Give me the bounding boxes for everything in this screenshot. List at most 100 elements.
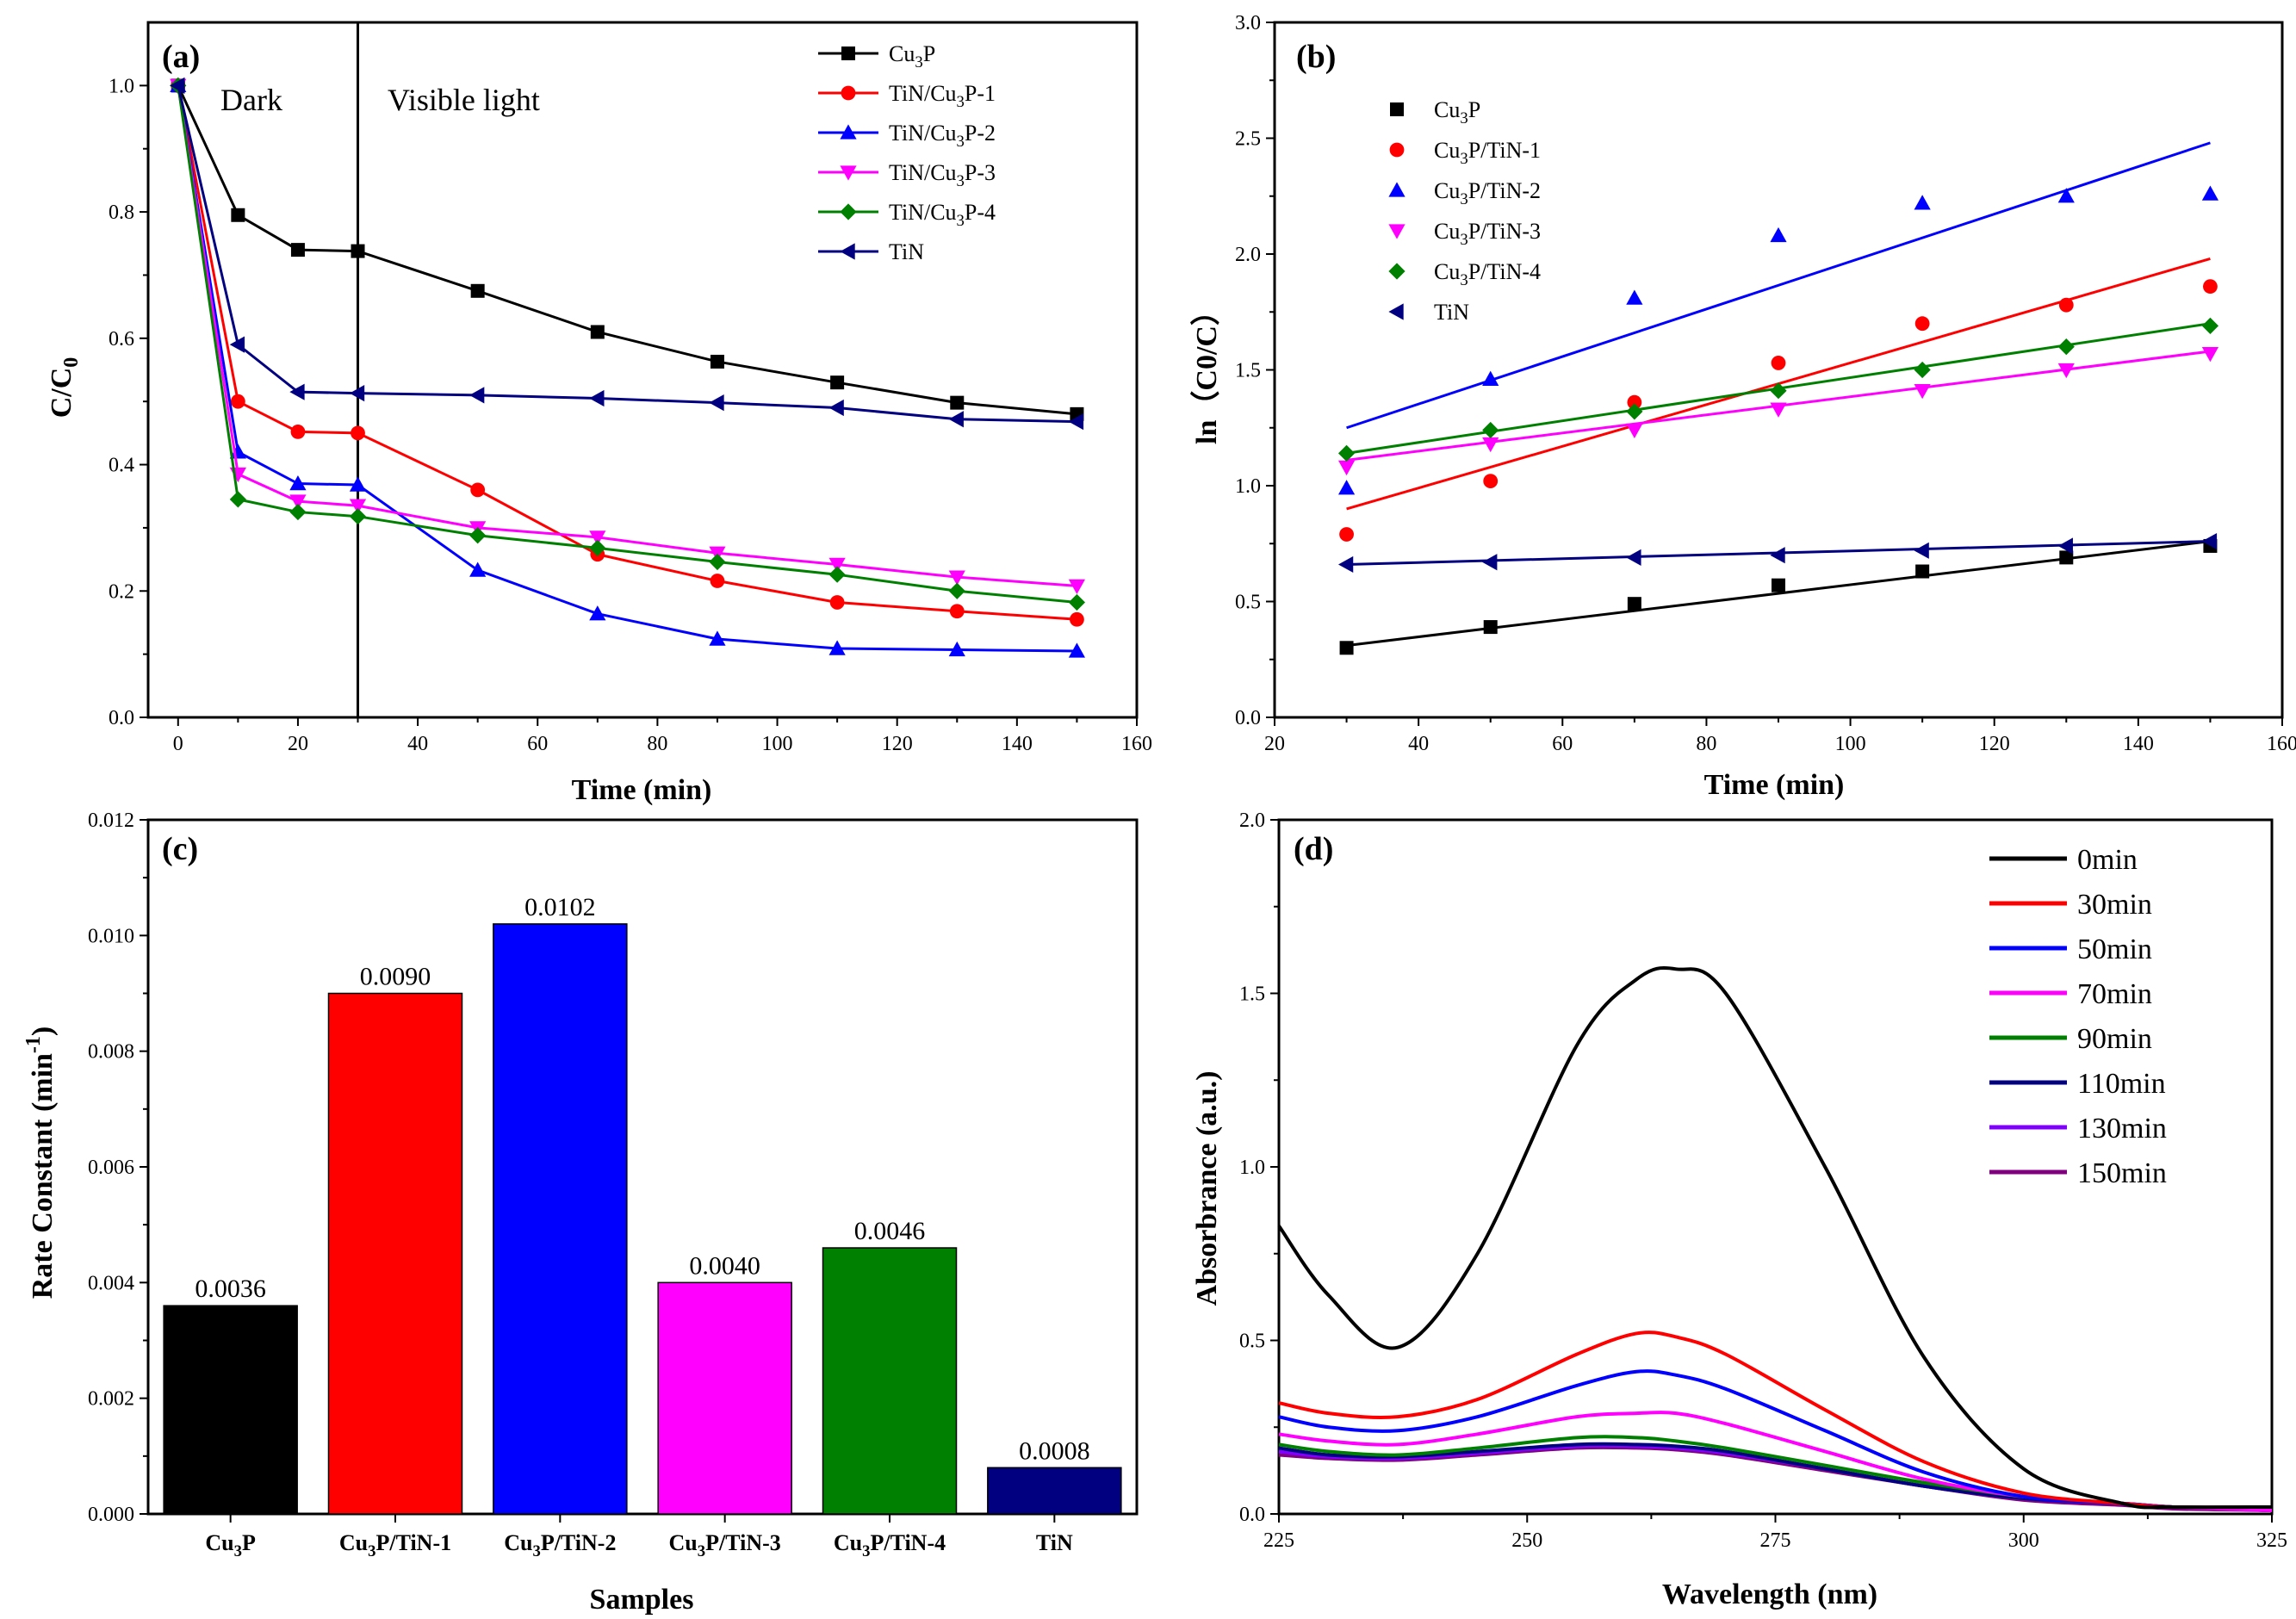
spectrum-30min (1278, 1331, 2273, 1510)
panel-a-label: (a) (162, 39, 200, 75)
legend-marker-TiN/Cu3P-1 (841, 85, 856, 101)
panel-a-x-tick-label: 80 (647, 733, 667, 755)
data-point-Cu3P/TiN-3 (1482, 437, 1499, 453)
legend-marker-Cu3P/TiN-4 (1388, 263, 1406, 280)
panel-d-y-axis-title: Absorbrance (a.u.) (1191, 1071, 1223, 1306)
panel-a-x-tick-label: 120 (882, 733, 913, 755)
data-point-Cu3P/TiN-1 (1627, 394, 1642, 410)
legend-label-130min: 130min (2077, 1113, 2167, 1144)
data-point-TiN (2057, 537, 2073, 555)
bar-TiN (987, 1467, 1122, 1515)
legend-label-TiN: TiN (889, 239, 924, 264)
legend-label-Cu3P/TiN-1: Cu3P/TiN-1 (1434, 138, 1541, 168)
panel-a-y-tick-label: 0.8 (109, 202, 134, 224)
data-point-TiN (1914, 542, 1929, 559)
panel-b-y-tick-label: 1.0 (1235, 475, 1261, 498)
legend-label-Cu3P/TiN-2: Cu3P/TiN-2 (1434, 178, 1541, 208)
data-point-TiN (289, 383, 305, 400)
panel-c-y-tick-label: 0.002 (88, 1388, 134, 1411)
legend-marker-TiN (840, 243, 855, 260)
panel-a-x-tick-label: 20 (288, 733, 308, 755)
data-point-Cu3P/TiN-3 (2057, 363, 2075, 379)
panel-a-y-tick-label: 0.2 (109, 580, 134, 603)
panel-d: 225 250 275 300 325 0.0 0.5 1.0 1.5 2.0 0min 30min… (1191, 810, 2287, 1610)
legend-marker-Cu3P/TiN-1 (1389, 142, 1405, 158)
data-point-Cu3P (1483, 620, 1498, 635)
data-point-TiN/Cu3P-1 (829, 595, 845, 610)
data-point-Cu3P (950, 395, 965, 410)
data-point-TiN/Cu3P-1 (230, 394, 245, 409)
bar-Cu3P/TiN-3 (657, 1281, 792, 1515)
panel-d-x-tick-label: 250 (1511, 1529, 1542, 1552)
series-line-TiN (177, 85, 1077, 424)
series-line-TiN/Cu3P-3 (177, 85, 1077, 587)
data-point-TiN/Cu3P-2 (349, 476, 367, 492)
data-point-TiN (1770, 547, 1785, 564)
a-plot-frame (146, 21, 1139, 719)
data-point-TiN (170, 77, 185, 94)
data-point-Cu3P (351, 244, 365, 258)
panel-d-x-tick-label: 275 (1760, 1529, 1791, 1552)
category-label-Cu3P: Cu3P (205, 1530, 256, 1560)
legend-label-Cu3P: Cu3P (889, 41, 935, 71)
category-label-Cu3P/TiN-1: Cu3P/TiN-1 (339, 1530, 451, 1560)
panel-a-x-tick-label: 140 (1002, 733, 1033, 755)
panel-a: 0 20 40 60 80 100 120 140 1600.00.20.40.60.81.0 … (46, 21, 1152, 806)
panel-c-x-axis-title: Samples (590, 1584, 694, 1616)
bar-Cu3P/TiN-1 (327, 992, 463, 1515)
data-point-TiN (229, 336, 245, 353)
panel-b: 20 40 60 80 100 120 140 160 0.0 0.5 1.0 1.5 2.0 2.5 3.… (1189, 12, 2296, 801)
data-point-TiN/Cu3P-2 (1068, 642, 1086, 658)
data-point-TiN/Cu3P-3 (948, 570, 965, 586)
legend-marker-Cu3P/TiN-2 (1388, 182, 1406, 197)
data-point-TiN/Cu3P-2 (589, 605, 606, 621)
data-point-Cu3P/TiN-2 (2057, 188, 2075, 203)
legend-label-TiN/Cu3P-4: TiN/Cu3P-4 (889, 200, 996, 230)
data-point-Cu3P/TiN-3 (1337, 460, 1356, 476)
panel-b-x-tick-label: 20 (1264, 733, 1285, 755)
data-point-Cu3P (290, 243, 305, 257)
panel-d-label: (d) (1294, 831, 1333, 867)
panel-c-label: (c) (162, 831, 198, 867)
legend-label-Cu3P/TiN-3: Cu3P/TiN-3 (1434, 219, 1541, 249)
series-line-Cu3P (177, 84, 1077, 416)
panel-c-y-tick-label: 0.006 (88, 1157, 134, 1179)
data-point-TiN (1482, 554, 1498, 571)
panel-d-y-tick-label: 1.5 (1239, 983, 1265, 1006)
panel-b-y-tick-label: 3.0 (1235, 12, 1261, 34)
data-point-TiN/Cu3P-3 (229, 467, 246, 483)
data-point-Cu3P/TiN-3 (1914, 384, 1931, 400)
panel-b-x-axis-title: Time (min) (1704, 769, 1845, 801)
data-point-TiN/Cu3P-2 (948, 641, 965, 657)
panel-b-y-tick-label: 2.5 (1235, 128, 1261, 151)
legend-label-110min: 110min (2077, 1068, 2166, 1100)
data-point-TiN/Cu3P-4 (1068, 593, 1086, 611)
category-label-Cu3P/TiN-4: Cu3P/TiN-4 (834, 1530, 946, 1560)
data-point-Cu3P/TiN-2 (1914, 195, 1931, 210)
legend-label-Cu3P: Cu3P (1434, 97, 1480, 127)
data-point-TiN/Cu3P-2 (828, 640, 846, 655)
panel-a-y-tick-label: 0.0 (109, 707, 134, 729)
panel-c-y-tick-label: 0.008 (88, 1041, 134, 1064)
data-point-TiN/Cu3P-4 (229, 491, 246, 508)
legend-label-0min: 0min (2077, 844, 2138, 876)
legend-label-TiN/Cu3P-2: TiN/Cu3P-2 (889, 121, 996, 151)
data-point-TiN/Cu3P-4 (709, 553, 726, 571)
panel-d-x-tick-label: 300 (2008, 1529, 2039, 1552)
bar-value-label-Cu3P/TiN-4: 0.0046 (854, 1217, 926, 1245)
data-point-TiN/Cu3P-3 (289, 494, 307, 510)
legend-marker-TiN/Cu3P-4 (840, 203, 857, 220)
legend-marker-Cu3P (841, 47, 855, 60)
bar-Cu3P (163, 1305, 298, 1515)
panel-a-x-tick-label: 0 (173, 733, 183, 755)
spectrum-0min (1277, 965, 2273, 1510)
data-point-Cu3P/TiN-4 (2057, 338, 2075, 356)
data-point-Cu3P/TiN-4 (1626, 403, 1643, 420)
panel-d-x-tick-label: 325 (2256, 1529, 2287, 1552)
data-point-TiN (589, 389, 605, 407)
data-point-TiN (1068, 413, 1084, 431)
legend-marker-TiN (1388, 303, 1404, 320)
data-point-Cu3P/TiN-1 (1339, 527, 1354, 542)
panel-b-x-tick-label: 40 (1408, 733, 1429, 755)
legend-label-70min: 70min (2077, 978, 2152, 1010)
